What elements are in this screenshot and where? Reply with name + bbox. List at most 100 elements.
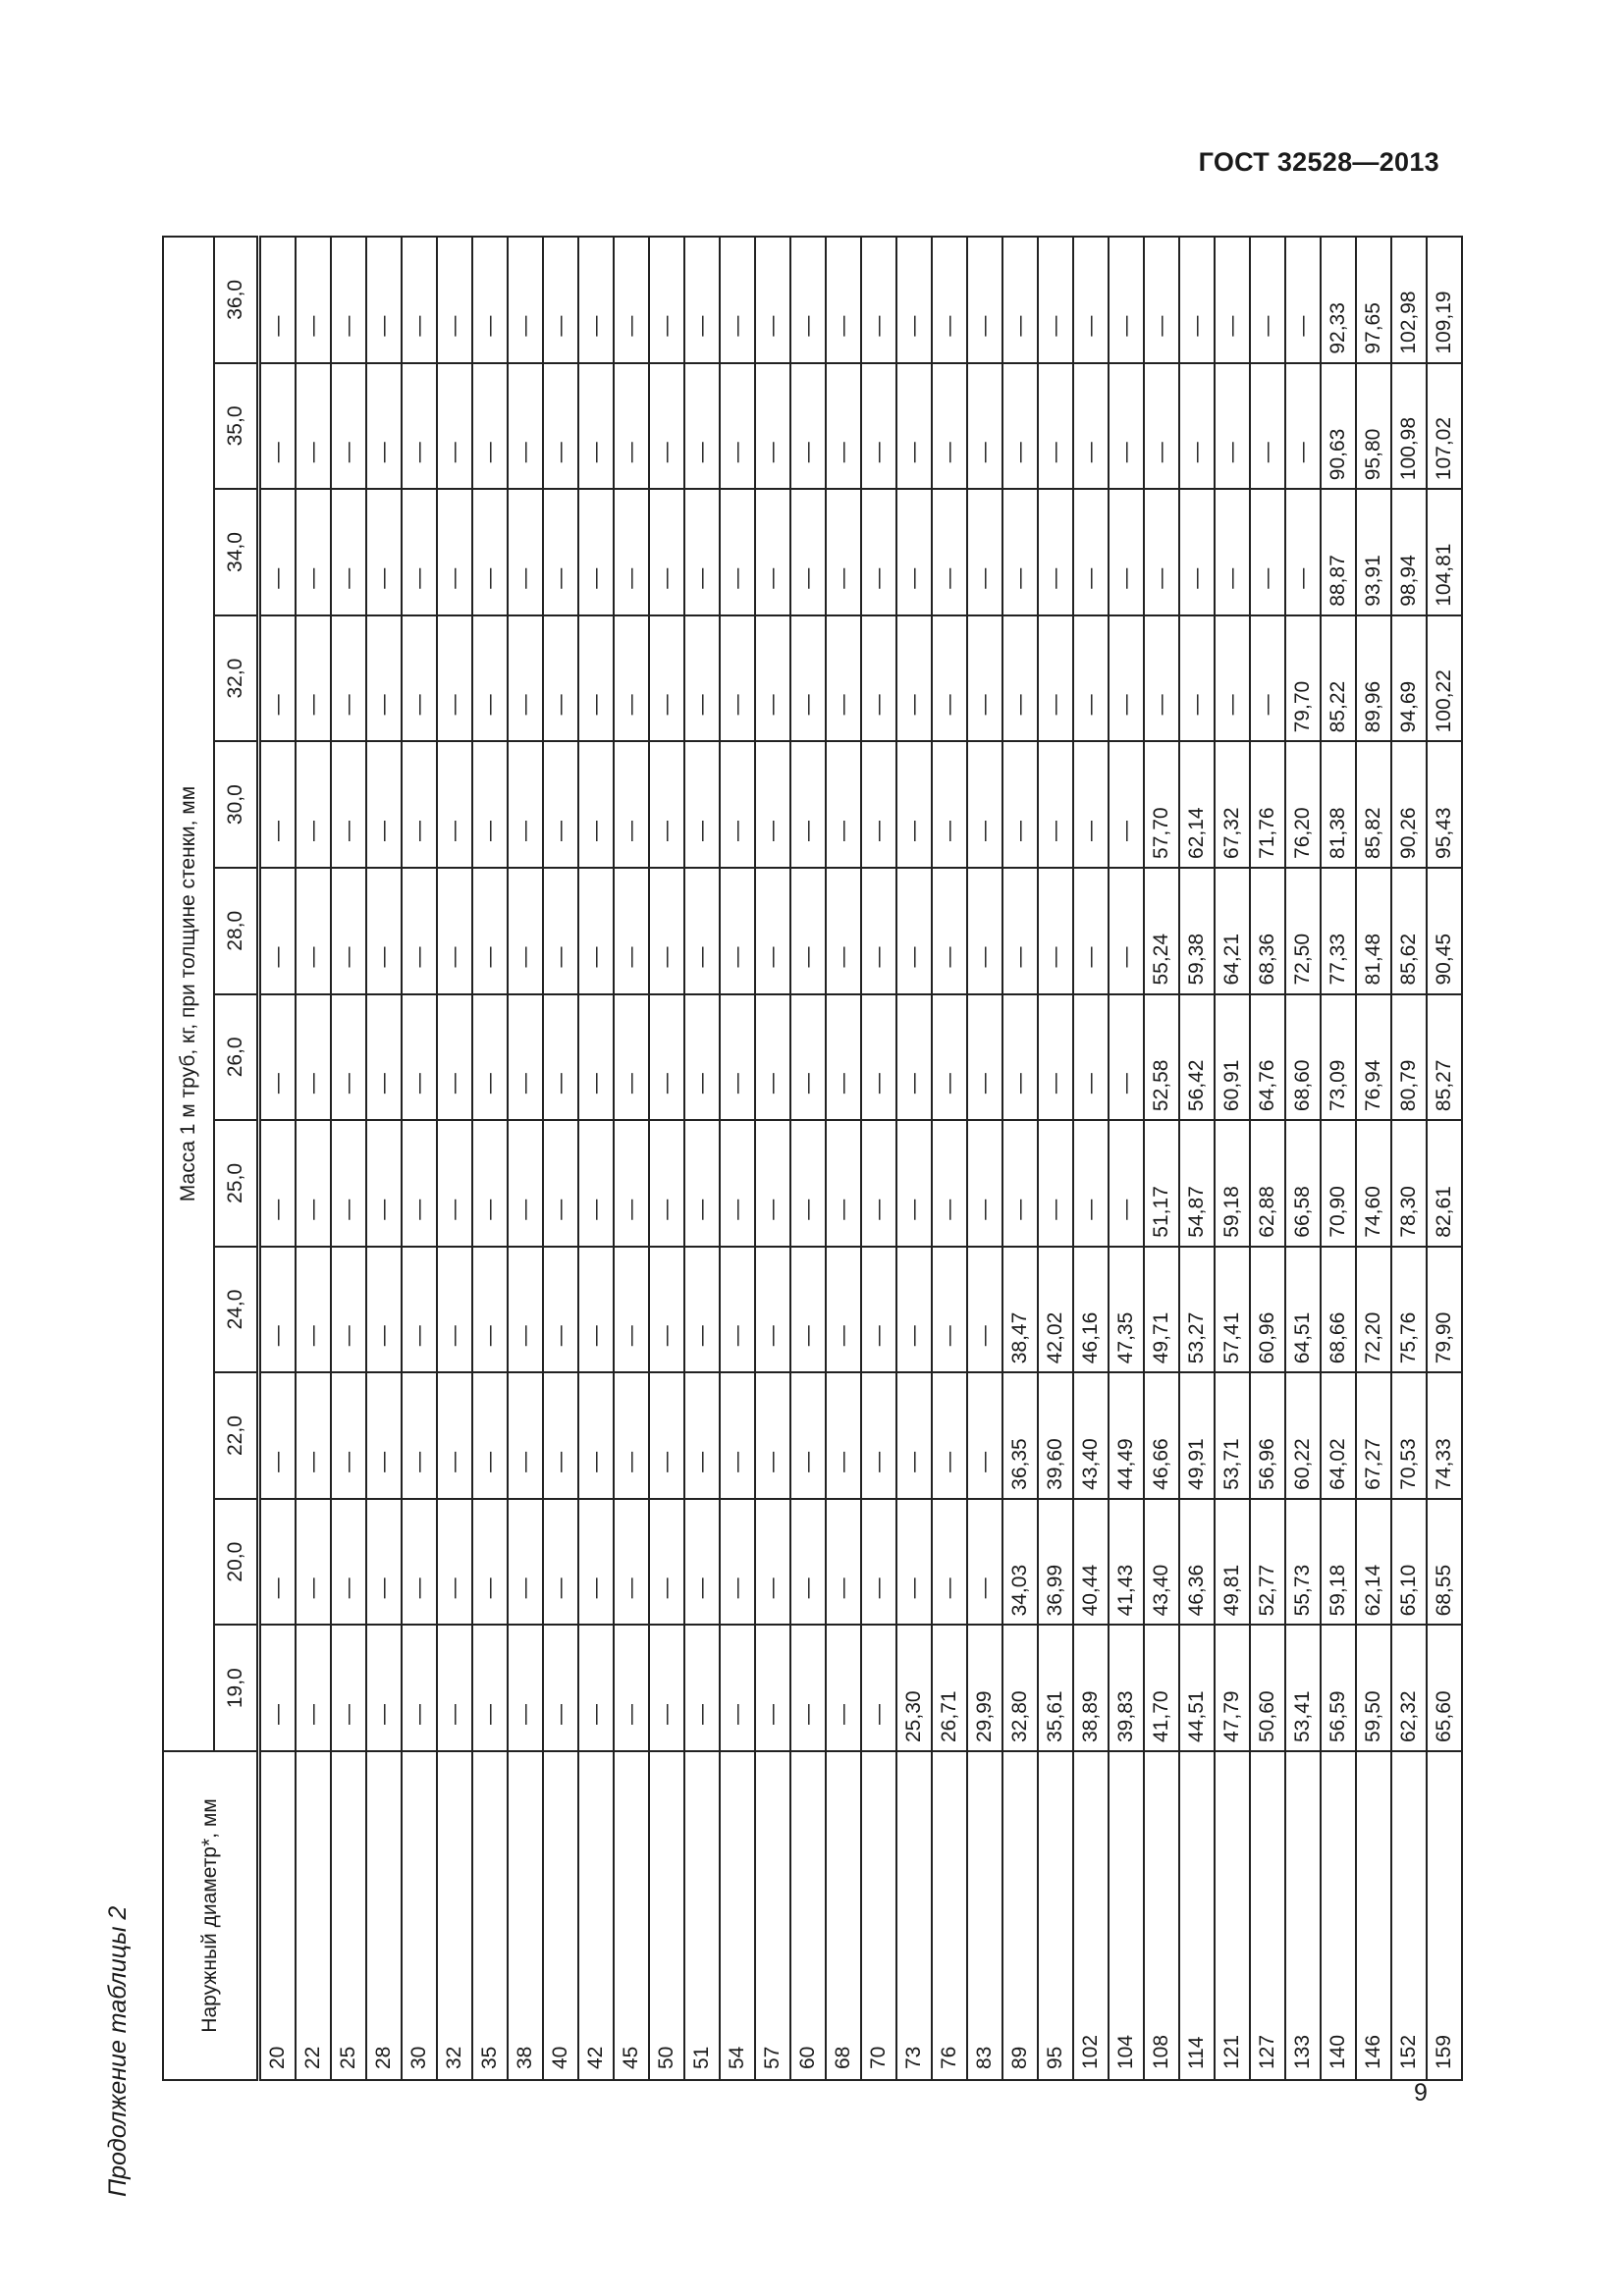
mass-cell: — [826,237,861,363]
mass-cell: — [684,237,720,363]
mass-cell: — [543,1625,578,1751]
diameter-cell: 68 [826,1751,861,2080]
mass-cell: 76,94 [1356,993,1391,1121]
mass-cell: — [861,993,896,1121]
mass-cell: — [331,993,366,1121]
mass-cell: — [1179,237,1215,363]
mass-cell: — [684,741,720,868]
diameter-cell: 38 [508,1751,543,2080]
mass-cell: — [826,1498,861,1626]
diameter-cell: 104 [1109,1751,1144,2080]
mass-cell: — [790,1120,826,1247]
mass-cell: — [932,993,967,1121]
mass-cell: — [967,993,1002,1121]
mass-cell: — [861,489,896,615]
mass-cell: 95,80 [1356,362,1391,490]
mass-cell: — [1285,362,1321,490]
diameter-cell: 51 [684,1751,720,2080]
mass-cell: — [967,237,1002,363]
mass-cell: — [1073,741,1109,868]
mass-cell: — [967,867,1002,994]
diameter-cell: 159 [1427,1751,1462,2080]
mass-cell: — [1002,489,1038,615]
mass-cell: — [472,741,508,868]
document-code: ГОСТ 32528—2013 [1198,147,1439,177]
mass-cell: — [296,362,331,490]
mass-cell: — [472,1120,508,1247]
diameter-cell: 20 [258,1751,296,2080]
mass-cell: 49,71 [1144,1246,1179,1373]
table-row: 146 59,50 62,14 67,27 72,20 74,60 76,94 81,48 85… [1356,237,1391,2080]
mass-cell: — [896,237,932,363]
mass-cell: — [720,614,755,742]
mass-cell: 62,14 [1356,1498,1391,1626]
mass-cell: — [258,1372,296,1499]
mass-cell: — [402,1625,437,1751]
thickness-header: 24,0 [214,1246,259,1373]
mass-cell: — [861,237,896,363]
mass-cell: — [578,1120,614,1247]
mass-cell: — [437,489,472,615]
mass-cell: — [896,1372,932,1499]
mass-cell: 49,91 [1179,1372,1215,1499]
pipe-mass-table-container: Наружный диаметр*, мм Масса 1 м труб, кг… [162,236,1462,2081]
mass-cell: — [684,1372,720,1499]
mass-cell: — [932,1498,967,1626]
mass-cell: — [826,1372,861,1499]
mass-cell: — [1038,741,1073,868]
diameter-cell: 70 [861,1751,896,2080]
mass-cell: — [366,1372,402,1499]
mass-cell: — [614,237,649,363]
thickness-header: 19,0 [214,1625,259,1751]
mass-cell: — [614,1625,649,1751]
mass-cell: — [331,1372,366,1499]
mass-cell: — [649,237,684,363]
mass-cell: — [543,237,578,363]
diameter-cell: 146 [1356,1751,1391,2080]
mass-cell: — [1038,362,1073,490]
mass-cell: — [1109,362,1144,490]
mass-cell: 82,61 [1427,1120,1462,1247]
mass-cell: — [331,489,366,615]
mass-cell: — [366,1246,402,1373]
mass-cell: — [258,993,296,1121]
mass-cell: — [402,1498,437,1626]
mass-cell: — [861,1120,896,1247]
mass-cell: 89,96 [1356,614,1391,742]
mass-cell: — [402,1372,437,1499]
mass-cell: — [1038,237,1073,363]
mass-cell: — [258,1625,296,1751]
mass-cell: — [366,993,402,1121]
mass-cell: — [755,362,790,490]
mass-cell: 72,20 [1356,1246,1391,1373]
mass-cell: — [967,1498,1002,1626]
mass-cell: 65,10 [1391,1498,1427,1626]
mass-cell: — [296,237,331,363]
mass-cell: — [1109,993,1144,1121]
mass-cell: — [684,489,720,615]
mass-cell: — [720,1120,755,1247]
mass-cell: — [684,993,720,1121]
mass-cell: — [720,362,755,490]
diameter-cell: 57 [755,1751,790,2080]
mass-cell: — [437,1246,472,1373]
table-row: 32— — — — — — — — — — — — [437,237,472,2080]
mass-cell: — [755,489,790,615]
mass-cell: — [649,1120,684,1247]
mass-cell: 49,81 [1215,1498,1250,1626]
mass-cell: — [1179,489,1215,615]
mass-cell: — [861,867,896,994]
mass-cell: — [755,1498,790,1626]
table-row: 108 41,70 43,40 46,66 49,71 51,17 52,58 55,24 57… [1144,237,1179,2080]
mass-cell: 64,21 [1215,867,1250,994]
thickness-header: 25,0 [214,1120,259,1247]
mass-cell: 25,30 [896,1625,932,1751]
mass-cell: — [1250,362,1285,490]
mass-cell: — [437,1625,472,1751]
mass-cell: 55,24 [1144,867,1179,994]
mass-cell: — [896,1246,932,1373]
mass-cell: — [932,1120,967,1247]
thickness-header: 32,0 [214,614,259,742]
diameter-cell: 127 [1250,1751,1285,2080]
mass-cell: — [472,867,508,994]
